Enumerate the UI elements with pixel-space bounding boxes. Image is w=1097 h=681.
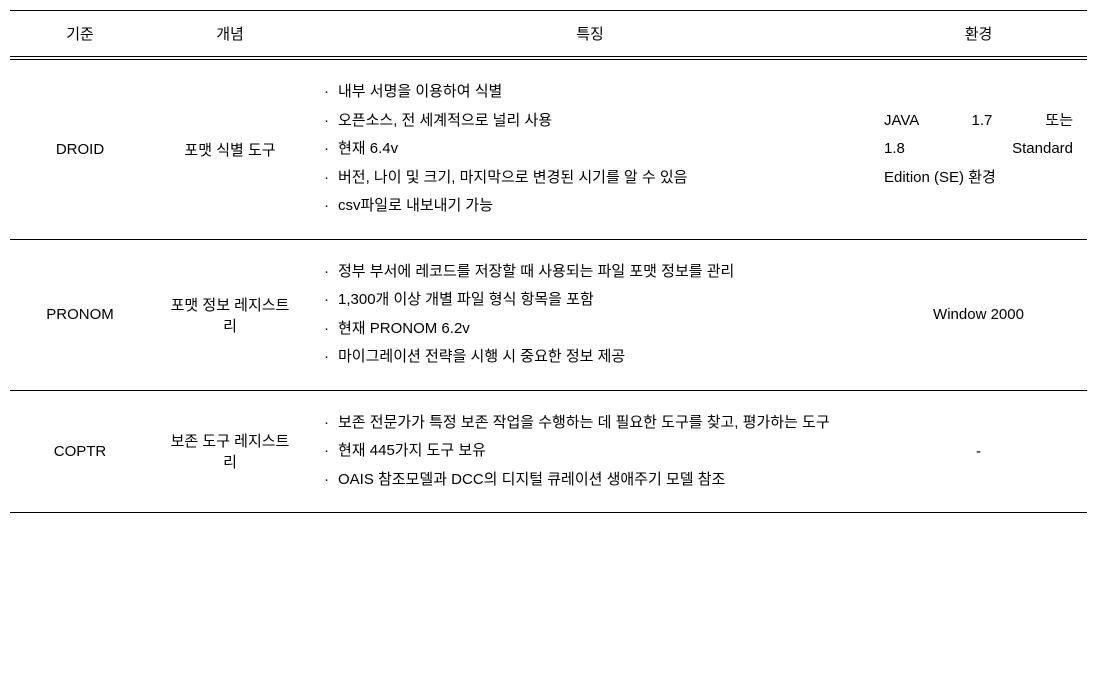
header-double-rule [10,57,1087,60]
col-header-features: 특징 [310,11,870,57]
feature-item: 1,300개 이상 개별 파일 형식 항목을 포함 [324,286,856,315]
feature-item: 내부 서명을 이용하여 식별 [324,78,856,107]
feature-item: 버전, 나이 및 크기, 마지막으로 변경된 시기를 알 수 있음 [324,164,856,193]
feature-list: 보존 전문가가 특정 보존 작업을 수행하는 데 필요한 도구를 찾고, 평가하… [324,409,856,495]
feature-item: 현재 445가지 도구 보유 [324,437,856,466]
feature-item: csv파일로 내보내기 가능 [324,192,856,221]
env-line: Edition (SE) 환경 [884,164,1073,193]
feature-item: 마이그레이션 전략을 시행 시 중요한 정보 제공 [324,343,856,372]
tools-table: 기준 개념 특징 환경 DROID 포맷 식별 도구 내부 서명을 이용하여 식… [10,10,1087,513]
cell-criterion: PRONOM [10,239,150,390]
cell-environment: Window 2000 [870,239,1087,390]
col-header-environment: 환경 [870,11,1087,57]
feature-item: OAIS 참조모델과 DCC의 디지털 큐레이션 생애주기 모델 참조 [324,466,856,495]
env-line: 1.8 Standard [884,140,1073,157]
cell-environment: - [870,390,1087,513]
feature-item: 오픈소스, 전 세계적으로 널리 사용 [324,107,856,136]
cell-concept: 보존 도구 레지스트리 [150,390,310,513]
feature-item: 정부 부서에 레코드를 저장할 때 사용되는 파일 포맷 정보를 관리 [324,258,856,287]
table-header-row: 기준 개념 특징 환경 [10,11,1087,57]
table-row: COPTR 보존 도구 레지스트리 보존 전문가가 특정 보존 작업을 수행하는… [10,390,1087,513]
env-line: JAVA 1.7 또는 [884,112,1073,129]
table-row: PRONOM 포맷 정보 레지스트리 정부 부서에 레코드를 저장할 때 사용되… [10,239,1087,390]
table-row: DROID 포맷 식별 도구 내부 서명을 이용하여 식별 오픈소스, 전 세계… [10,60,1087,240]
cell-concept: 포맷 식별 도구 [150,60,310,240]
cell-criterion: DROID [10,60,150,240]
feature-item: 현재 PRONOM 6.2v [324,315,856,344]
col-header-criterion: 기준 [10,11,150,57]
cell-criterion: COPTR [10,390,150,513]
cell-concept: 포맷 정보 레지스트리 [150,239,310,390]
cell-features: 내부 서명을 이용하여 식별 오픈소스, 전 세계적으로 널리 사용 현재 6.… [310,60,870,240]
cell-features: 보존 전문가가 특정 보존 작업을 수행하는 데 필요한 도구를 찾고, 평가하… [310,390,870,513]
cell-features: 정부 부서에 레코드를 저장할 때 사용되는 파일 포맷 정보를 관리 1,30… [310,239,870,390]
feature-list: 내부 서명을 이용하여 식별 오픈소스, 전 세계적으로 널리 사용 현재 6.… [324,78,856,221]
cell-environment: JAVA 1.7 또는 1.8 Standard Edition (SE) 환경 [870,60,1087,240]
col-header-concept: 개념 [150,11,310,57]
feature-item: 보존 전문가가 특정 보존 작업을 수행하는 데 필요한 도구를 찾고, 평가하… [324,409,856,438]
feature-list: 정부 부서에 레코드를 저장할 때 사용되는 파일 포맷 정보를 관리 1,30… [324,258,856,372]
feature-item: 현재 6.4v [324,135,856,164]
